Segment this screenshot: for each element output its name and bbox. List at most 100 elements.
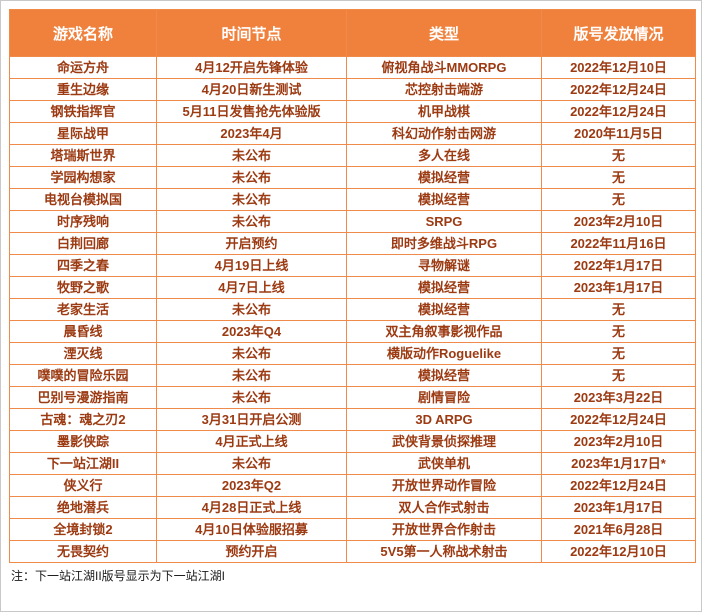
table-row: 古魂：魂之刃2 3月31日开启公测 3D ARPG 2022年12月24日 (9, 408, 696, 431)
table-row: 噗噗的冒险乐园 未公布 模拟经营无 (9, 364, 696, 387)
table-cell: 无 (541, 298, 696, 321)
table-row: 老家生活 未公布 模拟经营无 (9, 298, 696, 321)
table-row: 墨影侠踪 4月正式上线 武侠背景侦探推理 2023年2月10日 (9, 430, 696, 453)
table-cell: 模拟经营 (346, 188, 542, 211)
col-header-type: 类型 (346, 9, 542, 57)
table-cell: 2022年12月10日 (541, 540, 696, 563)
table-cell: 4月正式上线 (156, 430, 347, 453)
table-cell: 未公布 (156, 188, 347, 211)
table-cell: 重生边缘 (9, 78, 157, 101)
table-cell: 晨昏线 (9, 320, 157, 343)
table-row: 学园构想家 未公布 模拟经营无 (9, 166, 696, 189)
col-header-time-node: 时间节点 (156, 9, 347, 57)
table-cell: 未公布 (156, 166, 347, 189)
col-header-game-name: 游戏名称 (9, 9, 157, 57)
table-row: 电视台模拟国 未公布 模拟经营无 (9, 188, 696, 211)
table-cell: 横版动作Roguelike (346, 342, 542, 365)
table-cell: 模拟经营 (346, 298, 542, 321)
table-cell: 芯控射击端游 (346, 78, 542, 101)
header-row: 游戏名称 时间节点 类型 版号发放情况 (9, 9, 696, 57)
table-cell: 星际战甲 (9, 122, 157, 145)
table-cell: 4月19日上线 (156, 254, 347, 277)
table-cell: 武侠背景侦探推理 (346, 430, 542, 453)
table-cell: 寻物解谜 (346, 254, 542, 277)
table-cell: 2022年12月10日 (541, 56, 696, 79)
table-cell: 2023年4月 (156, 122, 347, 145)
table-row: 全境封锁2 4月10日体验服招募 开放世界合作射击 2021年6月28日 (9, 518, 696, 541)
table-cell: 3D ARPG (346, 408, 542, 431)
table-cell: 2023年1月17日* (541, 452, 696, 475)
table-cell: 噗噗的冒险乐园 (9, 364, 157, 387)
table-cell: 未公布 (156, 210, 347, 233)
table-cell: SRPG (346, 210, 542, 233)
table-cell: 2020年11月5日 (541, 122, 696, 145)
table-cell: 命运方舟 (9, 56, 157, 79)
table-cell: 2021年6月28日 (541, 518, 696, 541)
table-cell: 4月10日体验服招募 (156, 518, 347, 541)
table-cell: 无 (541, 364, 696, 387)
table-cell: 2022年12月24日 (541, 100, 696, 123)
table-cell: 武侠单机 (346, 452, 542, 475)
table-cell: 钢铁指挥官 (9, 100, 157, 123)
table-cell: 无 (541, 188, 696, 211)
table-cell: 时序残响 (9, 210, 157, 233)
table-cell: 双主角叙事影视作品 (346, 320, 542, 343)
table-cell: 2023年1月17日 (541, 496, 696, 519)
table-cell: 未公布 (156, 342, 347, 365)
table-cell: 5V5第一人称战术射击 (346, 540, 542, 563)
table-cell: 5月11日发售抢先体验版 (156, 100, 347, 123)
table-row: 巴别号漫游指南 未公布 剧情冒险 2023年3月22日 (9, 386, 696, 409)
table-row: 牧野之歌 4月7日上线 模拟经营 2023年1月17日 (9, 276, 696, 299)
table-cell: 无 (541, 342, 696, 365)
table-cell: 学园构想家 (9, 166, 157, 189)
table-cell: 2022年12月24日 (541, 78, 696, 101)
table-cell: 2022年12月24日 (541, 408, 696, 431)
table-cell: 下一站江湖II (9, 452, 157, 475)
table-cell: 模拟经营 (346, 276, 542, 299)
table-cell: 牧野之歌 (9, 276, 157, 299)
table-row: 下一站江湖II 未公布 武侠单机 2023年1月17日* (9, 452, 696, 475)
table-cell: 开启预约 (156, 232, 347, 255)
table-cell: 巴别号漫游指南 (9, 386, 157, 409)
table-cell: 湮灭线 (9, 342, 157, 365)
table-row: 白荆回廊 开启预约 即时多维战斗RPG 2022年11月16日 (9, 232, 696, 255)
table-cell: 未公布 (156, 298, 347, 321)
table-cell: 全境封锁2 (9, 518, 157, 541)
table-cell: 未公布 (156, 144, 347, 167)
table-cell: 古魂：魂之刃2 (9, 408, 157, 431)
table-cell: 机甲战棋 (346, 100, 542, 123)
table-row: 时序残响 未公布 SRPG 2023年2月10日 (9, 210, 696, 233)
table-row: 钢铁指挥官 5月11日发售抢先体验版 机甲战棋 2022年12月24日 (9, 100, 696, 123)
table-cell: 开放世界合作射击 (346, 518, 542, 541)
table-cell: 老家生活 (9, 298, 157, 321)
col-header-license-status: 版号发放情况 (541, 9, 696, 57)
table-row: 四季之春 4月19日上线 寻物解谜 2022年1月17日 (9, 254, 696, 277)
table-row: 侠义行 2023年Q2 开放世界动作冒险 2022年12月24日 (9, 474, 696, 497)
table-cell: 无畏契约 (9, 540, 157, 563)
table-cell: 侠义行 (9, 474, 157, 497)
table-row: 湮灭线 未公布 横版动作Roguelike 无 (9, 342, 696, 365)
table-row: 无畏契约 预约开启 5V5第一人称战术射击 2022年12月10日 (9, 540, 696, 563)
table-row: 晨昏线 2023年Q4 双主角叙事影视作品无 (9, 320, 696, 343)
games-release-table: 游戏名称 时间节点 类型 版号发放情况 命运方舟 4月12开启先锋体验 俯视角战斗M… (9, 9, 696, 563)
table-row: 星际战甲 2023年4月 科幻动作射击网游 2020年11月5日 (9, 122, 696, 145)
table-row: 命运方舟 4月12开启先锋体验 俯视角战斗MMORPG 2022年12月10日 (9, 56, 696, 79)
table-cell: 白荆回廊 (9, 232, 157, 255)
table-cell: 4月12开启先锋体验 (156, 56, 347, 79)
table-row: 重生边缘 4月20日新生测试 芯控射击端游 2022年12月24日 (9, 78, 696, 101)
table-cell: 4月20日新生测试 (156, 78, 347, 101)
table-cell: 模拟经营 (346, 364, 542, 387)
table-cell: 即时多维战斗RPG (346, 232, 542, 255)
table-cell: 墨影侠踪 (9, 430, 157, 453)
table-cell: 2022年11月16日 (541, 232, 696, 255)
table-cell: 无 (541, 166, 696, 189)
table-cell: 无 (541, 144, 696, 167)
table-body: 命运方舟 4月12开启先锋体验 俯视角战斗MMORPG 2022年12月10日 重生边缘… (9, 56, 696, 563)
table-cell: 未公布 (156, 364, 347, 387)
table-cell: 电视台模拟国 (9, 188, 157, 211)
table-cell: 2022年12月24日 (541, 474, 696, 497)
table-cell: 未公布 (156, 386, 347, 409)
table-cell: 多人在线 (346, 144, 542, 167)
footnote: 注：下一站江湖II版号显示为下一站江湖I (11, 569, 226, 583)
